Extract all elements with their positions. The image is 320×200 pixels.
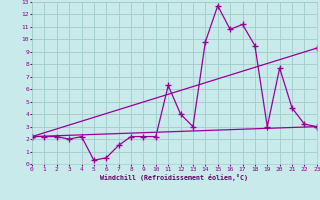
X-axis label: Windchill (Refroidissement éolien,°C): Windchill (Refroidissement éolien,°C) — [100, 174, 248, 181]
